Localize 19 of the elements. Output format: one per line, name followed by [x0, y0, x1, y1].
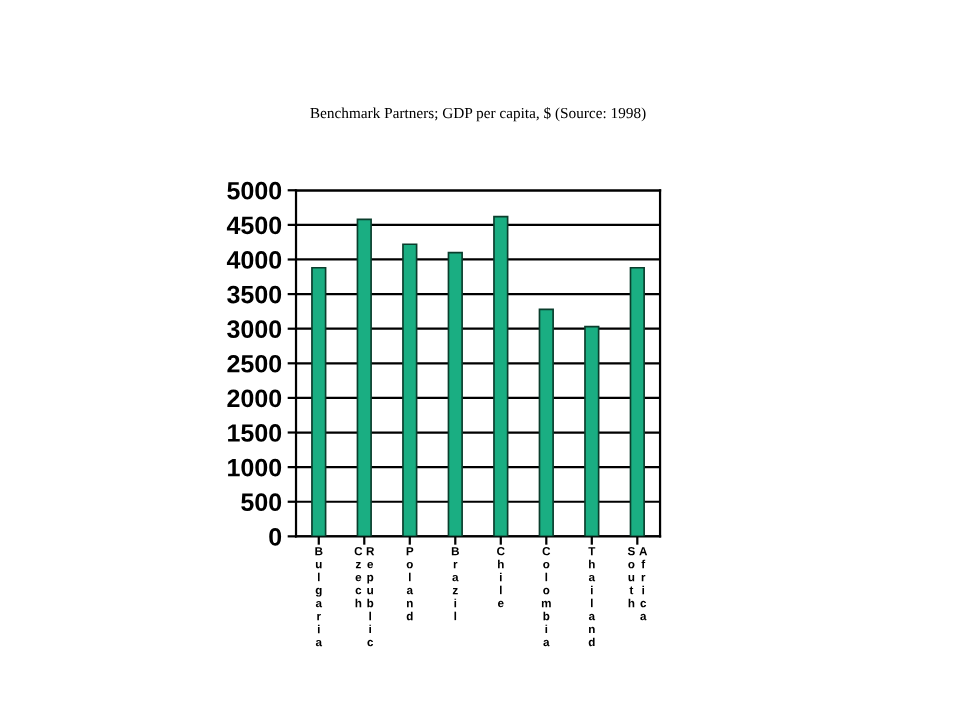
bar	[311, 266, 327, 537]
y-tick-label: 1000	[228, 458, 282, 477]
y-tick-label: 2000	[227, 389, 282, 408]
y-tick-label: 2500	[227, 354, 282, 373]
bar	[629, 266, 645, 537]
bar	[402, 243, 418, 537]
bar	[584, 325, 600, 537]
y-tick-label: 4500	[226, 216, 282, 235]
bar	[493, 215, 509, 537]
y-tick-label: 5000	[227, 181, 282, 200]
bar	[538, 308, 554, 537]
y-tick-label: 3500	[227, 285, 282, 304]
bar	[447, 251, 463, 537]
y-tick-label: 1500	[228, 424, 282, 442]
bar	[356, 218, 372, 537]
y-tick-label: 4000	[226, 251, 282, 269]
y-tick-label: 3000	[227, 320, 282, 339]
y-tick-label: 0	[269, 527, 282, 546]
y-tick-label: 500	[241, 493, 282, 512]
